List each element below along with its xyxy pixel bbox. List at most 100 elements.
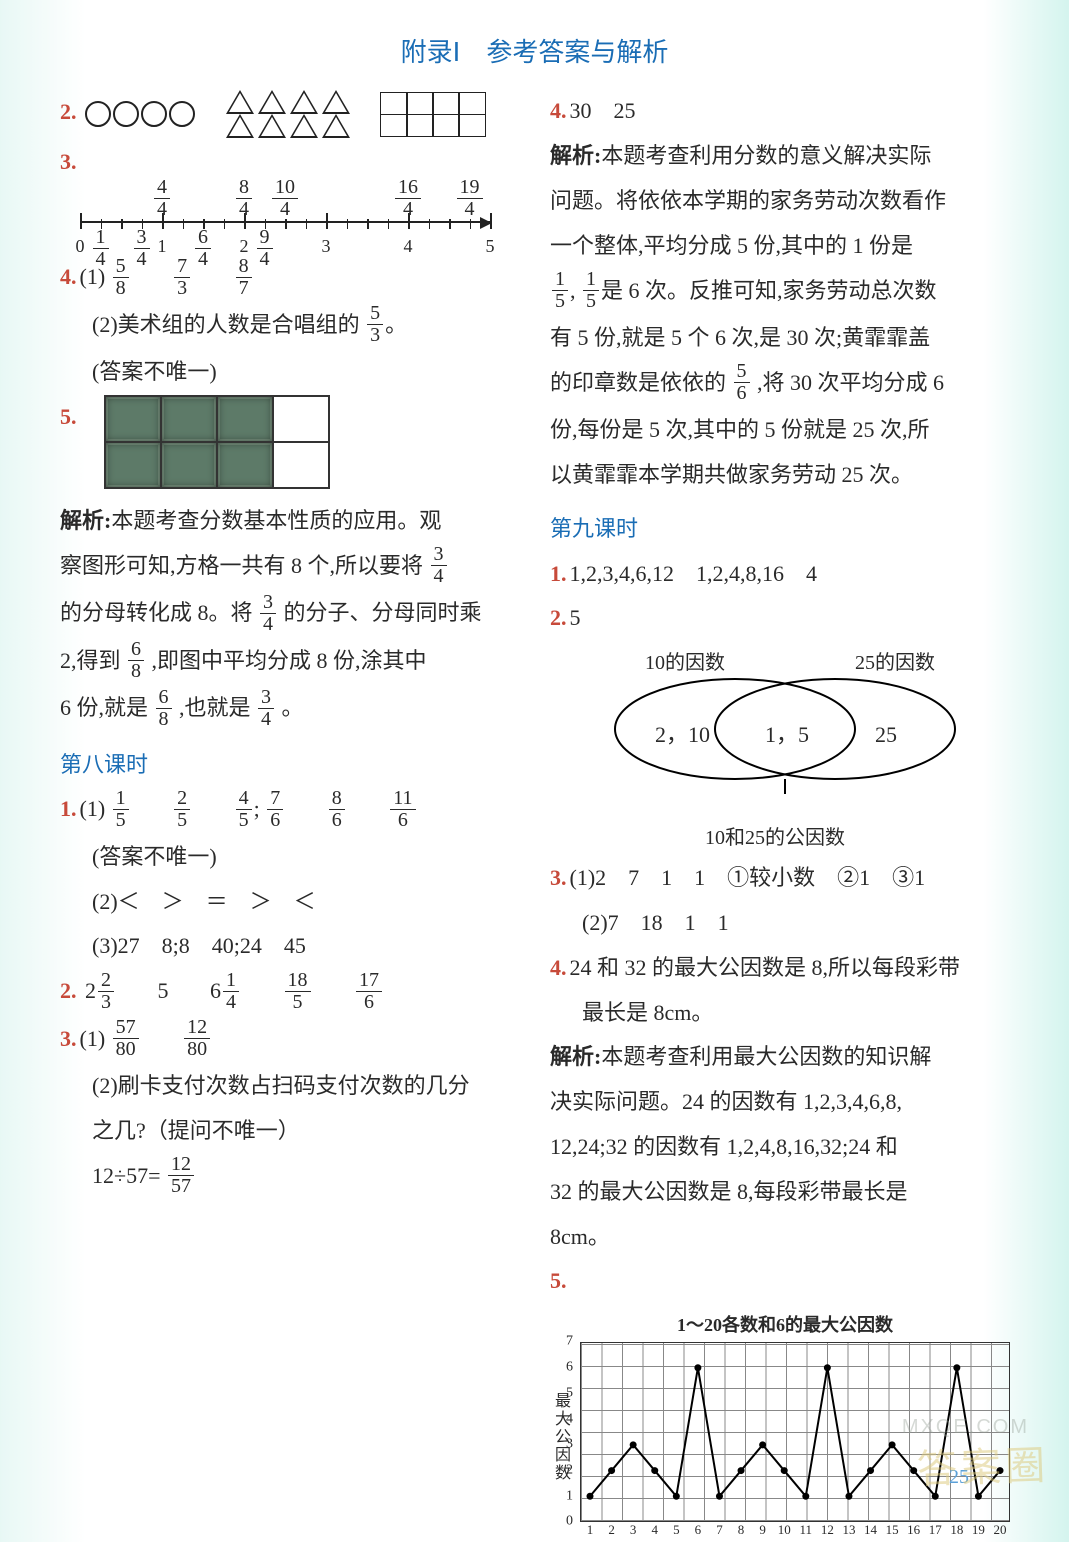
fraction: 73 xyxy=(174,256,190,299)
l8q3-l2b: 之几?（提问不唯一） xyxy=(60,1110,520,1152)
jx2-l3: 一个整体,平均分成 5 份,其中的 1 份是 xyxy=(550,225,1020,267)
jx-t4a: 2,得到 xyxy=(60,648,121,673)
q4-num: 4. xyxy=(60,264,77,289)
jx2-t6a: 的印章数是依依的 xyxy=(550,370,726,395)
venn-left-text: 2，10 xyxy=(655,714,710,756)
q4-line1: 4.(1) 58 73 87 xyxy=(60,256,520,300)
l8q3-l1: 3.(1) 5780 1280 xyxy=(60,1018,520,1062)
fraction: 68 xyxy=(128,639,144,682)
fraction: 34 xyxy=(258,687,274,730)
venn-diagram: 10的因数 25的因数 2，10 1，5 25 10和25的公因数 xyxy=(575,644,995,854)
number-line: 448410416419401434164294345 xyxy=(80,183,510,253)
jx-line4: 2,得到 68 ,即图中平均分成 8 份,涂其中 xyxy=(60,640,520,684)
grid-cell xyxy=(380,92,408,116)
r-q4-text: 30 25 xyxy=(570,98,636,123)
circle-icon xyxy=(85,101,111,127)
fraction: 15 xyxy=(552,269,568,312)
jx2-t4a: , xyxy=(570,278,576,303)
mixed-int: 6 xyxy=(210,978,221,1003)
l8q1-l3: (3)27 8;8 40;24 45 xyxy=(60,925,520,967)
l8q3-l3a: 12÷57= xyxy=(92,1163,160,1188)
fraction: 68 xyxy=(156,687,172,730)
fraction: 1280 xyxy=(184,1017,210,1060)
venn-right-text: 25 xyxy=(875,714,897,756)
q3-block: 3. 448410416419401434164294345 xyxy=(60,141,520,253)
venn-bottom-label: 10和25的公因数 xyxy=(705,819,845,857)
l9q3-l1: 3.(1)2 7 1 1 ①较小数 ②1 ③1 xyxy=(550,857,1020,899)
grid-cell xyxy=(406,92,434,116)
fraction: 5780 xyxy=(113,1017,139,1060)
fraction: 116 xyxy=(390,788,415,831)
fraction: 58 xyxy=(113,256,129,299)
q5-block: 5. xyxy=(60,396,520,488)
jx-line2: 察图形可知,方格一共有 8 个,所以要将 34 xyxy=(60,545,520,589)
grid-cell xyxy=(432,114,460,138)
l8q3-num: 3. xyxy=(60,1026,77,1051)
jx2-l6: 的印章数是依依的 56 ,将 30 次平均分成 6 xyxy=(550,362,1020,406)
jx3-t1: 本题考查利用最大公因数的知识解 xyxy=(601,1044,931,1069)
jx2-l5: 有 5 份,就是 5 个 6 次,是 30 次;黄霏霏盖 xyxy=(550,317,1020,359)
fraction: 53 xyxy=(367,303,383,346)
l8q3-l1a: (1) xyxy=(80,1026,106,1051)
grid-cell xyxy=(432,92,460,116)
triangle-icon xyxy=(322,90,350,114)
l9q2-num: 2. xyxy=(550,605,567,630)
fraction: 76 xyxy=(267,788,283,831)
page-title: 附录Ⅰ 参考答案与解析 xyxy=(0,0,1069,87)
jx-lead: 解析: xyxy=(60,508,111,533)
jx-line3: 的分母转化成 8。将 34 的分子、分母同时乘 xyxy=(60,592,520,636)
fraction: 45 xyxy=(236,788,252,831)
q2-row: 2. xyxy=(60,90,520,138)
triangle-icon xyxy=(258,114,286,138)
fraction: 15 xyxy=(113,788,129,831)
l9q1-num: 1. xyxy=(550,561,567,586)
q5-num: 5. xyxy=(60,404,77,429)
l9q4-l1-text: 24 和 32 的最大公因数是 8,所以每段彩带 xyxy=(570,955,961,980)
sep: ; xyxy=(254,796,260,821)
circle-icon xyxy=(113,101,139,127)
jx-t2a: 察图形可知,方格一共有 8 个,所以要将 xyxy=(60,553,423,578)
jx3-l3: 12,24;32 的因数有 1,2,4,8,16,32;24 和 xyxy=(550,1126,1020,1168)
jx2-t6b: ,将 30 次平均分成 6 xyxy=(757,370,944,395)
l8q3-l2: (2)刷卡支付次数占扫码支付次数的几分 xyxy=(60,1065,520,1107)
q4-l2b: 。 xyxy=(385,312,407,337)
r-q4: 4.30 25 xyxy=(550,90,1020,132)
q4-l2a: (2)美术组的人数是合唱组的 xyxy=(92,312,360,337)
watermark-main: 答案圈 xyxy=(916,1428,1051,1509)
jx-t4b: ,即图中平均分成 8 份,涂其中 xyxy=(152,648,427,673)
l9q3-l2: (2)7 18 1 1 xyxy=(550,902,1020,944)
jx2-l1: 解析:本题考查利用分数的意义解决实际 xyxy=(550,135,1020,177)
l9q2-head: 2.5 xyxy=(550,597,1020,639)
triangles-group xyxy=(225,90,351,138)
l8q1-num: 1. xyxy=(60,796,77,821)
grid-cell xyxy=(458,92,486,116)
triangle-icon xyxy=(258,90,286,114)
fraction: 34 xyxy=(431,544,447,587)
fraction: 185 xyxy=(285,970,311,1013)
painted-grid xyxy=(105,396,329,488)
value: 5 xyxy=(158,978,169,1003)
triangle-icon xyxy=(322,114,350,138)
l9q4-l1: 4.24 和 32 的最大公因数是 8,所以每段彩带 xyxy=(550,947,1020,989)
l8q3-l3: 12÷57= 1257 xyxy=(60,1155,520,1199)
lesson9-head: 第九课时 xyxy=(550,508,1020,550)
jx2-lead: 解析: xyxy=(550,143,601,168)
l8q2: 2. 223 5 614 185 176 xyxy=(60,970,520,1014)
fraction: 23 xyxy=(98,970,114,1013)
jx3-l4: 32 的最大公因数是 8,每段彩带最长是 xyxy=(550,1171,1020,1213)
jx2-l7: 份,每份是 5 次,其中的 5 份就是 25 次,所 xyxy=(550,409,1020,451)
jx3-lead: 解析: xyxy=(550,1044,601,1069)
l8q1-l1a: (1) xyxy=(80,796,106,821)
jx2-l8: 以黄霏霏本学期共做家务劳动 25 次。 xyxy=(550,454,1020,496)
jx-t1: 本题考查分数基本性质的应用。观 xyxy=(111,508,441,533)
l9q5-head: 5. xyxy=(550,1260,1020,1302)
jx3-l5: 8cm。 xyxy=(550,1216,1020,1258)
fraction: 56 xyxy=(734,361,750,404)
lesson8-head: 第八课时 xyxy=(60,744,520,786)
jx-line5: 6 份,就是 68 ,也就是 34 。 xyxy=(60,687,520,731)
content-columns: 2. xyxy=(0,87,1069,1522)
l9q1-text: 1,2,3,4,6,12 1,2,4,8,16 4 xyxy=(570,561,818,586)
l9q2-text: 5 xyxy=(570,605,581,630)
circles-group xyxy=(85,101,195,127)
triangle-icon xyxy=(290,114,318,138)
